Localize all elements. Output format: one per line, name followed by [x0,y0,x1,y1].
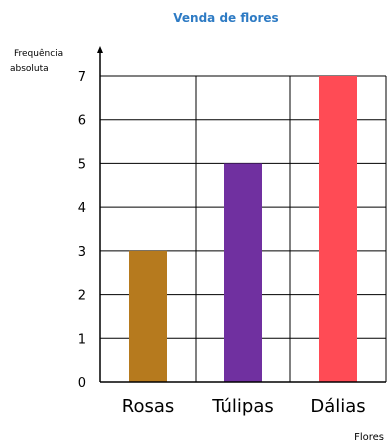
bar-rosas [129,250,167,382]
x-tick-label: Túlipas [211,396,274,417]
y-tick-label: 0 [78,376,86,391]
x-tick-labels: Rosas Túlipas Dálias [122,396,366,417]
y-tick-label: 5 [78,157,86,172]
y-axis-label-line-1: Frequência [14,48,63,59]
x-tick-label: Dálias [310,396,365,417]
y-tick-labels: 0 1 2 3 4 5 6 7 [78,70,86,391]
bar-dálias [319,76,357,382]
y-tick-label: 1 [78,332,86,347]
y-tick-label: 7 [78,70,86,85]
axes [97,46,386,383]
bars [129,76,357,382]
x-axis-label: Flores [354,432,384,443]
chart-title: Venda de flores [173,11,278,25]
y-axis-arrow-icon [97,46,103,53]
bar-túlipas [224,163,262,382]
y-tick-label: 2 [78,289,86,304]
x-tick-label: Rosas [122,396,175,417]
y-axis-label-line-2: absoluta [10,64,49,74]
y-tick-label: 3 [78,245,86,260]
y-tick-label: 6 [78,114,86,129]
y-tick-label: 4 [78,201,86,216]
